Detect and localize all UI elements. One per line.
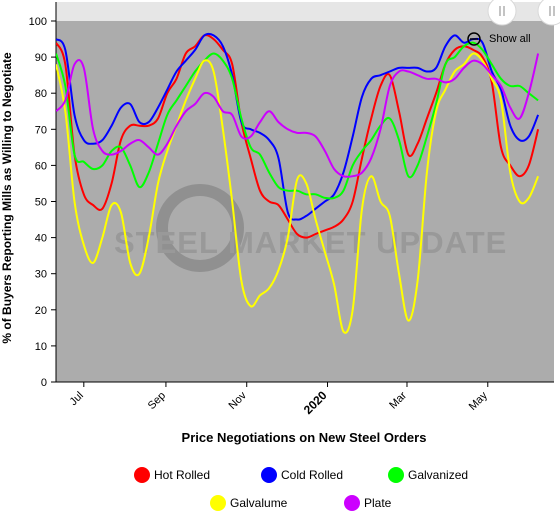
legend-item-hot-rolled[interactable]: Hot Rolled	[134, 467, 210, 483]
y-axis-title: % of Buyers Reporting Mills as Willing t…	[0, 52, 14, 344]
series-line-cold-rolled[interactable]	[56, 32, 540, 221]
legend-label: Galvanized	[408, 468, 468, 482]
plot-area	[56, 2, 554, 382]
legend-item-galvanized[interactable]: Galvanized	[388, 467, 468, 483]
series-lines	[56, 32, 540, 334]
series-line-hot-rolled[interactable]	[56, 34, 540, 239]
watermark-text: STEEL MARKET UPDATE	[114, 225, 507, 260]
x-tick-label: Jul	[68, 390, 86, 408]
legend-marker	[344, 495, 360, 511]
watermark-logo: STEEL MARKET UPDATE	[114, 184, 507, 272]
x-axis-title: Price Negotiations on New Steel Orders	[182, 430, 427, 445]
show-all-label: Show all	[489, 33, 531, 45]
x-tick-label: Mar	[387, 389, 409, 411]
legend-label: Plate	[364, 496, 392, 510]
navigator-strip	[56, 2, 554, 21]
legend-marker	[134, 467, 150, 483]
series-line-galvalume[interactable]	[56, 52, 540, 334]
y-axis: 0 10 20 30 40 50 60 70 80 90 100	[29, 2, 57, 389]
zoom-reset-icon	[467, 32, 481, 46]
scroll-handle-left[interactable]	[487, 0, 517, 26]
y-tick-label: 10	[35, 341, 47, 353]
series-line-plate[interactable]	[56, 53, 540, 178]
y-tick-label: 0	[41, 377, 47, 389]
legend-label: Galvalume	[230, 496, 288, 510]
y-tick-label: 70	[35, 124, 47, 136]
legend: Hot Rolled Cold Rolled Galvanized Galvalume…	[134, 467, 468, 511]
y-tick-label: 100	[29, 16, 47, 28]
legend-marker	[261, 467, 277, 483]
legend-marker	[388, 467, 404, 483]
legend-item-plate[interactable]: Plate	[344, 495, 392, 511]
y-tick-label: 60	[35, 160, 47, 172]
x-tick-label: May	[467, 389, 491, 413]
x-tick-label: Sep	[146, 390, 168, 412]
y-tick-label: 30	[35, 269, 47, 281]
legend-label: Cold Rolled	[281, 468, 343, 482]
y-tick-label: 20	[35, 305, 47, 317]
series-line-galvanized[interactable]	[56, 41, 539, 200]
y-tick-label: 50	[35, 197, 47, 209]
y-tick-label: 40	[35, 233, 47, 245]
x-axis: Jul Sep Nov 2020 Mar May	[56, 381, 554, 417]
legend-marker	[210, 495, 226, 511]
x-tick-label: 2020	[301, 388, 330, 417]
legend-item-galvalume[interactable]: Galvalume	[210, 495, 288, 511]
legend-item-cold-rolled[interactable]: Cold Rolled	[261, 467, 343, 483]
show-all-control[interactable]: Show all	[467, 32, 531, 46]
y-tick-label: 80	[35, 88, 47, 100]
x-tick-label: Nov	[227, 389, 250, 412]
scroll-handle-right[interactable]	[537, 0, 560, 26]
legend-label: Hot Rolled	[154, 468, 210, 482]
y-tick-label: 90	[35, 52, 47, 64]
